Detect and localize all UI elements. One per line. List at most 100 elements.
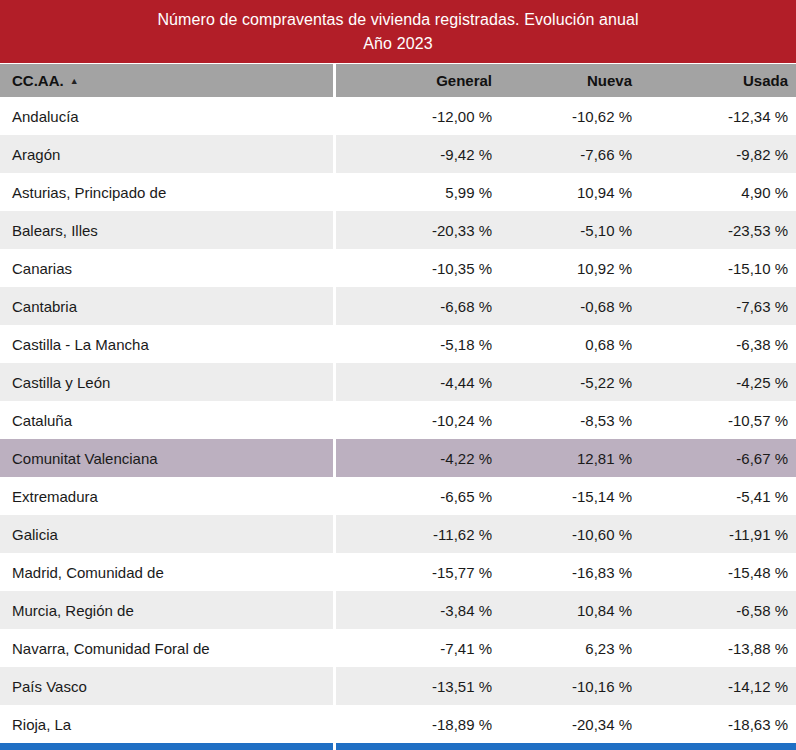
- region-name: Castilla y León: [0, 363, 334, 401]
- table-row[interactable]: Galicia -11,62 % -10,60 % -11,91 %: [0, 515, 796, 553]
- table-row[interactable]: Rioja, La -18,89 % -20,34 % -18,63 %: [0, 705, 796, 743]
- general-value: -9,78 %: [334, 743, 500, 750]
- data-table: CC.AA. ▲ General Nueva Usada Andalucía -1…: [0, 63, 796, 750]
- general-value: -10,35 %: [334, 249, 500, 287]
- usada-value: 4,90 %: [640, 173, 796, 211]
- usada-value: -18,63 %: [640, 705, 796, 743]
- nueva-value: -16,83 %: [500, 553, 640, 591]
- region-name: Navarra, Comunidad Foral de: [0, 629, 334, 667]
- nueva-value: -5,10 %: [500, 211, 640, 249]
- general-value: -5,18 %: [334, 325, 500, 363]
- usada-value: -15,10 %: [640, 249, 796, 287]
- usada-value: -9,82 %: [640, 135, 796, 173]
- table-row[interactable]: Balears, Illes -20,33 % -5,10 % -23,53 %: [0, 211, 796, 249]
- general-value: -15,77 %: [334, 553, 500, 591]
- title-line-1: Número de compraventas de vivienda regis…: [157, 8, 638, 32]
- column-header-nueva[interactable]: Nueva: [500, 64, 640, 98]
- general-value: -4,44 %: [334, 363, 500, 401]
- nueva-value: -5,47 %: [500, 743, 640, 750]
- table-row[interactable]: Cantabria -6,68 % -0,68 % -7,63 %: [0, 287, 796, 325]
- table-row[interactable]: Asturias, Principado de 5,99 % 10,94 % 4…: [0, 173, 796, 211]
- table-row[interactable]: Extremadura -6,65 % -15,14 % -5,41 %: [0, 477, 796, 515]
- nueva-value: -20,34 %: [500, 705, 640, 743]
- region-name: Extremadura: [0, 477, 334, 515]
- usada-value: -11,91 %: [640, 515, 796, 553]
- usada-value: -13,88 %: [640, 629, 796, 667]
- table-row[interactable]: Navarra, Comunidad Foral de -7,41 % 6,23…: [0, 629, 796, 667]
- table-row[interactable]: Castilla - La Mancha -5,18 % 0,68 % -6,3…: [0, 325, 796, 363]
- column-header-ccaa[interactable]: CC.AA. ▲: [0, 64, 334, 98]
- general-value: -11,62 %: [334, 515, 500, 553]
- general-value: -20,33 %: [334, 211, 500, 249]
- region-name: Rioja, La: [0, 705, 334, 743]
- usada-value: -14,12 %: [640, 667, 796, 705]
- usada-value: -4,25 %: [640, 363, 796, 401]
- nueva-value: 0,68 %: [500, 325, 640, 363]
- region-name: Madrid, Comunidad de: [0, 553, 334, 591]
- nueva-value: 6,23 %: [500, 629, 640, 667]
- nueva-value: -10,16 %: [500, 667, 640, 705]
- nueva-value: -7,66 %: [500, 135, 640, 173]
- usada-value: -7,63 %: [640, 287, 796, 325]
- region-name: País Vasco: [0, 667, 334, 705]
- region-name: Andalucía: [0, 97, 334, 135]
- general-value: -9,42 %: [334, 135, 500, 173]
- header-row: CC.AA. ▲ General Nueva Usada: [0, 64, 796, 98]
- table-row[interactable]: Castilla y León -4,44 % -5,22 % -4,25 %: [0, 363, 796, 401]
- region-name: Aragón: [0, 135, 334, 173]
- nueva-value: -0,68 %: [500, 287, 640, 325]
- nueva-value: -5,22 %: [500, 363, 640, 401]
- column-header-general[interactable]: General: [334, 64, 500, 98]
- region-name: España: [0, 743, 334, 750]
- usada-value: -6,67 %: [640, 439, 796, 477]
- region-name: Balears, Illes: [0, 211, 334, 249]
- nueva-value: -10,62 %: [500, 97, 640, 135]
- region-name: Canarias: [0, 249, 334, 287]
- table-row[interactable]: Canarias -10,35 % 10,92 % -15,10 %: [0, 249, 796, 287]
- table-row[interactable]: Murcia, Región de -3,84 % 10,84 % -6,58 …: [0, 591, 796, 629]
- general-value: -7,41 %: [334, 629, 500, 667]
- nueva-value: 10,92 %: [500, 249, 640, 287]
- column-header-general-label: General: [436, 72, 492, 89]
- general-value: -10,24 %: [334, 401, 500, 439]
- usada-value: -5,41 %: [640, 477, 796, 515]
- column-header-ccaa-label: CC.AA.: [12, 72, 64, 89]
- sort-ascending-icon: ▲: [70, 76, 79, 86]
- table-row[interactable]: País Vasco -13,51 % -10,16 % -14,12 %: [0, 667, 796, 705]
- general-value: -18,89 %: [334, 705, 500, 743]
- region-name: Comunitat Valenciana: [0, 439, 334, 477]
- title-line-2: Año 2023: [363, 32, 432, 56]
- usada-value: -6,58 %: [640, 591, 796, 629]
- table-row[interactable]: Andalucía -12,00 % -10,62 % -12,34 %: [0, 97, 796, 135]
- column-header-nueva-label: Nueva: [587, 72, 632, 89]
- table-row[interactable]: Madrid, Comunidad de -15,77 % -16,83 % -…: [0, 553, 796, 591]
- general-value: -12,00 %: [334, 97, 500, 135]
- usada-value: -15,48 %: [640, 553, 796, 591]
- region-name: Asturias, Principado de: [0, 173, 334, 211]
- general-value: 5,99 %: [334, 173, 500, 211]
- general-value: -3,84 %: [334, 591, 500, 629]
- region-name: Murcia, Región de: [0, 591, 334, 629]
- nueva-value: -8,53 %: [500, 401, 640, 439]
- table-row[interactable]: Aragón -9,42 % -7,66 % -9,82 %: [0, 135, 796, 173]
- general-value: -6,65 %: [334, 477, 500, 515]
- table-row[interactable]: Cataluña -10,24 % -8,53 % -10,57 %: [0, 401, 796, 439]
- nueva-value: 12,81 %: [500, 439, 640, 477]
- region-name: Cantabria: [0, 287, 334, 325]
- total-row[interactable]: España -9,78 % -5,47 % -10,71 %: [0, 743, 796, 750]
- general-value: -6,68 %: [334, 287, 500, 325]
- usada-value: -23,53 %: [640, 211, 796, 249]
- usada-value: -10,71 %: [640, 743, 796, 750]
- usada-value: -10,57 %: [640, 401, 796, 439]
- column-header-usada[interactable]: Usada: [640, 64, 796, 98]
- table-title-bar: Número de compraventas de vivienda regis…: [0, 0, 796, 63]
- general-value: -4,22 %: [334, 439, 500, 477]
- nueva-value: -10,60 %: [500, 515, 640, 553]
- nueva-value: -15,14 %: [500, 477, 640, 515]
- usada-value: -6,38 %: [640, 325, 796, 363]
- column-header-usada-label: Usada: [743, 72, 788, 89]
- region-name: Castilla - La Mancha: [0, 325, 334, 363]
- highlighted-row[interactable]: Comunitat Valenciana -4,22 % 12,81 % -6,…: [0, 439, 796, 477]
- general-value: -13,51 %: [334, 667, 500, 705]
- nueva-value: 10,94 %: [500, 173, 640, 211]
